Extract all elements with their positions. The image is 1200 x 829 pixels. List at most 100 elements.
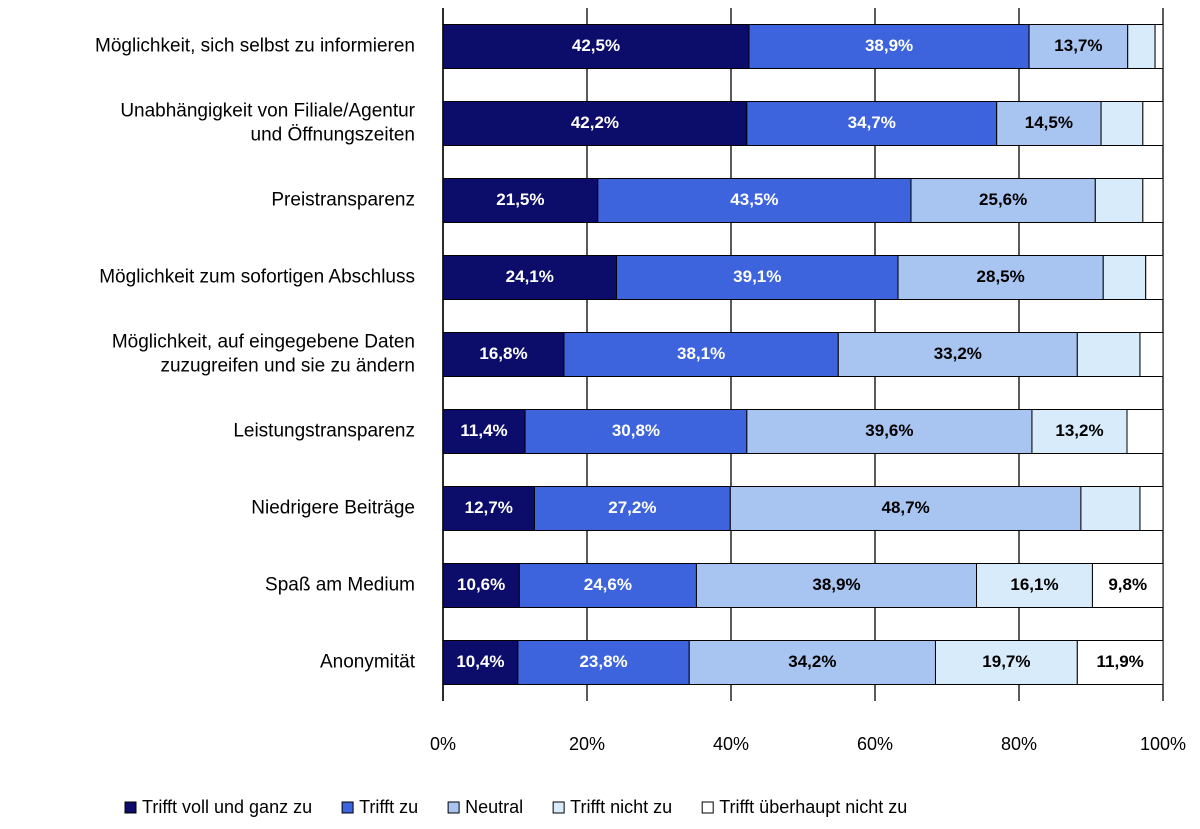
value-label: 13,2%	[1055, 421, 1103, 440]
bar-segment	[1028, 24, 1129, 69]
legend-label: Trifft überhaupt nicht zu	[719, 797, 907, 817]
y-tick-label-line: Möglichkeit zum sofortigen Abschluss	[99, 267, 415, 288]
x-tick-label: 20%	[569, 734, 605, 754]
x-tick-label: 40%	[713, 734, 749, 754]
bar-segment	[1139, 332, 1164, 377]
value-label: 43,5%	[730, 190, 778, 209]
bar-segment	[524, 409, 748, 454]
y-tick-label-line: Unabhängigkeit von Filiale/Agentur	[120, 101, 415, 122]
bar-segment	[442, 101, 748, 146]
bar-segment	[748, 24, 1030, 69]
bar-segment	[1139, 486, 1164, 531]
bar-segment	[729, 486, 1082, 531]
bar-segment	[1142, 178, 1164, 223]
value-label: 24,1%	[506, 267, 554, 286]
value-label: 24,6%	[584, 575, 632, 594]
value-label: 38,9%	[812, 575, 860, 594]
bar-segment	[746, 101, 998, 146]
bar-segment	[1091, 563, 1164, 608]
bar-segment	[1080, 486, 1141, 531]
y-tick-label: Möglichkeit zum sofortigen Abschluss	[99, 267, 415, 288]
y-tick-label-line: Möglichkeit, sich selbst zu informieren	[95, 36, 415, 57]
bar-segment	[1145, 255, 1164, 300]
value-label: 13,7%	[1054, 36, 1102, 55]
bar-segment	[688, 640, 936, 685]
value-label: 42,5%	[572, 36, 620, 55]
bar-segment	[442, 563, 520, 608]
legend-swatch	[701, 801, 714, 814]
bar-segment	[1100, 101, 1144, 146]
value-label: 10,4%	[456, 652, 504, 671]
value-label: 33,2%	[934, 344, 982, 363]
value-label: 12,7%	[465, 498, 513, 517]
value-label: 39,6%	[865, 421, 913, 440]
y-tick-label-line: zuzugreifen und sie zu ändern	[160, 356, 415, 377]
y-tick-label: Spaß am Medium	[265, 575, 415, 596]
y-tick-label: Unabhängigkeit von Filiale/Agentur und Öf…	[120, 101, 415, 146]
value-label: 19,7%	[982, 652, 1030, 671]
value-label: 30,8%	[612, 421, 660, 440]
x-tick-label: 60%	[857, 734, 893, 754]
bar-segment	[1127, 24, 1156, 69]
y-tick-label-line: und Öffnungszeiten	[251, 125, 415, 146]
bar-segment	[442, 24, 750, 69]
bar-segment	[442, 409, 526, 454]
y-tick-label: Preistransparenz	[271, 190, 415, 211]
value-label: 27,2%	[608, 498, 656, 517]
bar-segment	[442, 640, 519, 685]
x-tick-label: 80%	[1001, 734, 1037, 754]
bar-segment	[1142, 101, 1164, 146]
value-label: 23,8%	[579, 652, 627, 671]
y-tick-label-line: Preistransparenz	[271, 190, 415, 211]
legend-label: Trifft voll und ganz zu	[142, 797, 312, 817]
x-tick-label: 100%	[1140, 734, 1186, 754]
value-label: 42,2%	[571, 113, 619, 132]
y-tick-label-line: Möglichkeit, auf eingegebene Daten	[112, 332, 415, 353]
bar-segment	[695, 563, 978, 608]
value-label: 25,6%	[979, 190, 1027, 209]
value-label: 14,5%	[1025, 113, 1073, 132]
bar-segment	[442, 486, 535, 531]
legend-swatch	[447, 801, 460, 814]
y-tick-label: Möglichkeit, sich selbst zu informieren	[95, 36, 415, 57]
bar-segment	[442, 332, 565, 377]
value-label: 9,8%	[1108, 575, 1147, 594]
y-tick-label-line: Spaß am Medium	[265, 575, 415, 596]
value-label: 21,5%	[496, 190, 544, 209]
y-tick-label-line: Leistungstransparenz	[233, 421, 415, 442]
bar-segment	[910, 178, 1096, 223]
bar-segment	[616, 255, 899, 300]
legend-swatch	[341, 801, 354, 814]
bar-segment	[1076, 640, 1164, 685]
x-tick-label: 0%	[430, 734, 456, 754]
value-label: 48,7%	[881, 498, 929, 517]
bar-segment	[837, 332, 1078, 377]
legend-label: Trifft nicht zu	[570, 797, 672, 817]
value-label: 16,8%	[479, 344, 527, 363]
value-label: 39,1%	[733, 267, 781, 286]
bar-segment	[518, 563, 697, 608]
y-tick-label: Leistungstransparenz	[233, 421, 415, 442]
bar-segment	[976, 563, 1093, 608]
value-label: 11,9%	[1097, 652, 1144, 671]
legend-swatch	[124, 801, 137, 814]
y-tick-label: Anonymität	[320, 652, 416, 673]
y-tick-label: Möglichkeit, auf eingegebene Daten zuzugr…	[112, 332, 415, 377]
value-label: 38,9%	[865, 36, 913, 55]
bar-segment	[1031, 409, 1128, 454]
bar-segment	[1126, 409, 1164, 454]
legend-swatch	[552, 801, 565, 814]
legend-label: Trifft zu	[359, 797, 418, 817]
bar-segment	[1076, 332, 1141, 377]
value-label: 34,7%	[848, 113, 896, 132]
bar-segment	[1102, 255, 1147, 300]
bar-segment	[1154, 24, 1164, 69]
bar-segment	[897, 255, 1104, 300]
value-label: 16,1%	[1010, 575, 1058, 594]
y-tick-label: Niedrigere Beiträge	[251, 498, 415, 519]
bar-segment	[517, 640, 690, 685]
value-label: 28,5%	[977, 267, 1025, 286]
value-label: 11,4%	[460, 421, 507, 440]
y-tick-label-line: Niedrigere Beiträge	[251, 498, 415, 519]
